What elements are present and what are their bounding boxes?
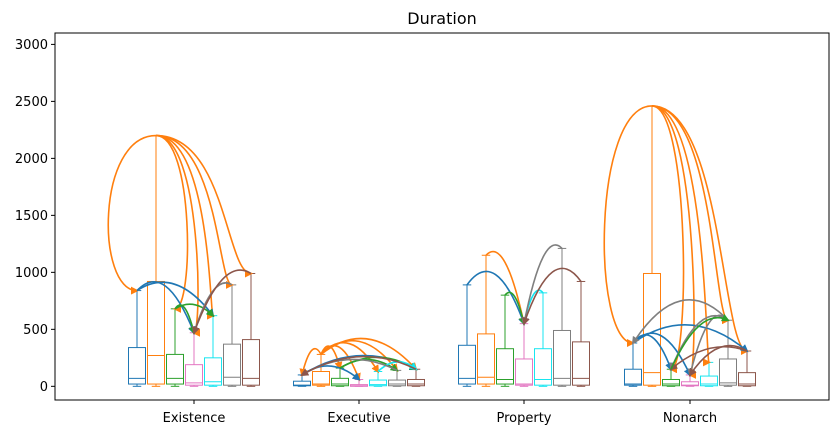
iqr-box bbox=[204, 357, 222, 386]
iqr-box bbox=[458, 344, 476, 385]
iqr-box bbox=[369, 379, 387, 387]
comparison-arrow bbox=[651, 105, 749, 355]
y-tick-label: 2000 bbox=[15, 152, 48, 167]
comparison-arrow bbox=[669, 345, 748, 371]
iqr-box bbox=[407, 378, 425, 387]
iqr-box bbox=[496, 348, 514, 385]
box-plot bbox=[719, 319, 737, 387]
comparison-arrow bbox=[485, 250, 527, 326]
comparison-arrow bbox=[632, 324, 749, 353]
y-tick-label: 500 bbox=[23, 323, 48, 338]
iqr-box bbox=[681, 381, 699, 387]
y-tick-label: 2500 bbox=[15, 95, 48, 110]
x-tick-label: Executive bbox=[327, 411, 390, 426]
box-plot bbox=[166, 308, 184, 387]
iqr-box bbox=[534, 348, 552, 386]
iqr-box bbox=[166, 353, 184, 385]
iqr-box bbox=[719, 358, 737, 386]
y-tick-label: 0 bbox=[40, 380, 48, 395]
comparison-arrow bbox=[466, 270, 526, 326]
iqr-box bbox=[477, 333, 495, 385]
iqr-box bbox=[331, 377, 349, 387]
box-plot bbox=[534, 292, 552, 387]
box-plot bbox=[242, 272, 260, 387]
box-plot bbox=[553, 247, 571, 387]
comparison-arrow bbox=[155, 134, 234, 289]
iqr-box bbox=[128, 347, 146, 385]
comparison-arrow bbox=[603, 105, 653, 347]
iqr-box bbox=[312, 371, 330, 386]
iqr-box bbox=[223, 343, 241, 386]
iqr-box bbox=[388, 379, 406, 387]
y-tick-label: 3000 bbox=[15, 38, 48, 53]
y-tick-label: 1000 bbox=[15, 266, 48, 281]
plot-frame bbox=[54, 32, 830, 401]
comparison-arrow bbox=[631, 299, 729, 345]
iqr-box bbox=[738, 372, 756, 387]
comparison-arrow bbox=[522, 267, 582, 326]
comparison-arrow bbox=[136, 281, 196, 335]
comparison-arrow bbox=[155, 134, 253, 278]
comparison-arrow bbox=[521, 244, 563, 326]
comparison-arrow bbox=[192, 269, 252, 335]
iqr-box bbox=[242, 339, 260, 386]
box-plot bbox=[572, 280, 590, 387]
iqr-box bbox=[662, 378, 680, 387]
box-plot bbox=[458, 284, 476, 387]
comparison-arrow bbox=[651, 105, 730, 325]
comparison-arrow bbox=[174, 303, 215, 318]
iqr-box bbox=[572, 341, 590, 386]
iqr-box bbox=[700, 375, 718, 387]
plot-background bbox=[55, 33, 829, 400]
iqr-box bbox=[293, 380, 311, 387]
comparison-arrow bbox=[651, 105, 711, 366]
comparison-arrow bbox=[155, 134, 189, 313]
x-tick-label: Existence bbox=[163, 411, 226, 426]
box-plot bbox=[204, 315, 222, 387]
iqr-box bbox=[553, 329, 571, 386]
iqr-box bbox=[515, 358, 533, 386]
comparison-arrow bbox=[688, 344, 748, 377]
iqr-box bbox=[624, 368, 642, 386]
box-plot bbox=[312, 353, 330, 387]
comparison-arrow bbox=[155, 134, 215, 320]
box-plot bbox=[223, 284, 241, 387]
x-tick-label: Nonarch bbox=[663, 411, 717, 426]
comparison-arrow bbox=[320, 337, 418, 371]
comparison-arrow bbox=[300, 355, 417, 376]
x-tick-label: Property bbox=[496, 411, 551, 426]
x-axis: Existence Executive Property Nonarch bbox=[163, 400, 717, 426]
comparison-arrow bbox=[107, 134, 157, 295]
y-tick-label: 1500 bbox=[15, 209, 48, 224]
box-plot bbox=[477, 254, 495, 387]
chart-title: Duration bbox=[407, 9, 477, 28]
iqr-box bbox=[185, 364, 203, 386]
y-axis: 0 500 1000 1500 2000 2500 3000 bbox=[15, 38, 55, 395]
chart-marks bbox=[107, 105, 756, 387]
comparison-arrow bbox=[670, 313, 730, 370]
